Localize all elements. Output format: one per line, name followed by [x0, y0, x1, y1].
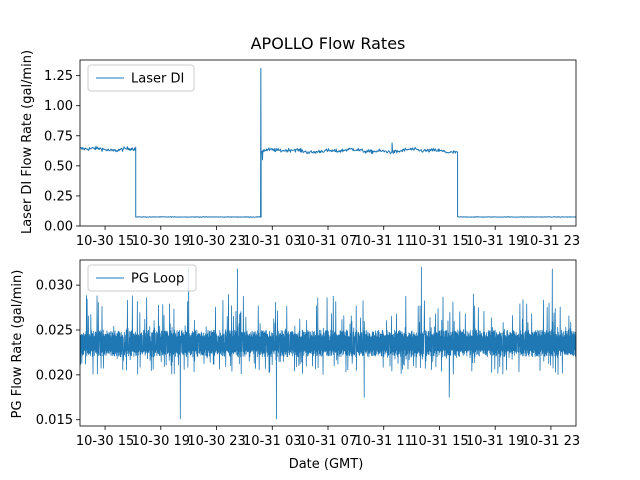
y-tick-label: 0.015: [36, 413, 73, 428]
x-tick-label: 10-31 19: [466, 434, 524, 449]
x-tick-label: 10-31 07: [299, 234, 357, 249]
legend-box: [87, 64, 195, 92]
legend-box: [87, 264, 197, 292]
x-axis-label: Date (GMT): [289, 457, 364, 472]
x-tick-label: 10-31 11: [355, 234, 413, 249]
laser-di-series: [80, 67, 576, 218]
laser-di-panel: APOLLO Flow Rates Laser DI Flow Rate (ga…: [20, 34, 580, 249]
y-tick-label: 0.030: [36, 279, 73, 294]
x-tick-label: 10-30 15: [76, 234, 134, 249]
x-tick-label: 10-31 15: [410, 234, 468, 249]
x-tick-label: 10-31 15: [410, 434, 468, 449]
y-tick-label: 1.25: [44, 69, 73, 84]
pg-y-axis-label: PG Flow Rate (gal/min): [10, 270, 25, 419]
laser-di-y-axis-label: Laser DI Flow Rate (gal/min): [20, 50, 35, 234]
x-tick-label: 10-31 03: [243, 234, 301, 249]
x-tick-label: 10-31 07: [299, 434, 357, 449]
x-tick-label: 10-30 19: [132, 434, 190, 449]
pg-loop-series-line: [80, 266, 576, 420]
x-tick-label: 10-30 23: [187, 434, 245, 449]
legend-entry-pg-loop: PG Loop: [131, 272, 184, 287]
y-tick-label: 1.00: [44, 99, 73, 114]
x-tick-label: 10-31 11: [355, 434, 413, 449]
y-tick-label: 0.75: [44, 129, 73, 144]
chart-title: APOLLO Flow Rates: [251, 34, 406, 53]
x-tick-label: 10-31 03: [243, 434, 301, 449]
x-tick-label: 10-30 15: [76, 434, 134, 449]
x-tick-label: 10-30 23: [187, 234, 245, 249]
laser-di-legend: Laser DI: [87, 64, 195, 92]
pg-loop-panel: PG Flow Rate (gal/min) Date (GMT) 10-30 …: [10, 259, 580, 472]
y-tick-label: 0.50: [44, 159, 73, 174]
x-tick-label: 10-31 23: [522, 434, 580, 449]
laser-di-series-line: [80, 67, 576, 218]
x-tick-label: 10-30 19: [132, 234, 190, 249]
x-tick-label: 10-31 19: [466, 234, 524, 249]
y-tick-label: 0.025: [36, 323, 73, 338]
y-tick-label: 0.020: [36, 368, 73, 383]
legend-entry-laser-di: Laser DI: [131, 72, 184, 87]
x-tick-label: 10-31 23: [522, 234, 580, 249]
pg-loop-series: [80, 266, 576, 420]
pg-loop-legend: PG Loop: [87, 264, 197, 292]
y-tick-label: 0.00: [44, 220, 73, 235]
y-tick-label: 0.25: [44, 189, 73, 204]
